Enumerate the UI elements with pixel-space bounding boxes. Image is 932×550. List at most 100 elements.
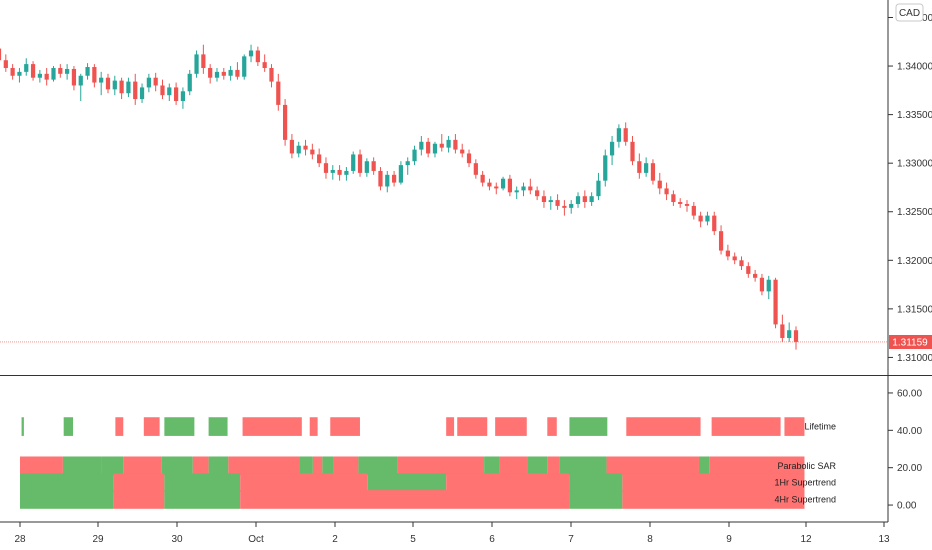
price-tick-label: 1.31500 — [897, 304, 932, 315]
indicator-labels: Lifetime Parabolic SAR 1Hr Supertrend 4Hr S… — [774, 422, 836, 505]
indicator-segment — [312, 456, 323, 476]
indicator-axis-ticks[interactable]: 60.00 40.00 20.00 0.00 — [888, 388, 922, 512]
indicator-segment — [569, 473, 623, 492]
candle-body — [412, 149, 417, 162]
candle — [616, 124, 622, 148]
candle — [426, 137, 431, 158]
indicator-segment — [208, 456, 229, 476]
candle-body — [112, 80, 117, 90]
candle-body — [126, 81, 131, 94]
candle-body — [214, 71, 220, 78]
time-tick-label: 7 — [568, 534, 574, 545]
candle-body — [351, 154, 356, 171]
candle-body — [739, 260, 744, 267]
indicator-row-label: 1Hr Supertrend — [774, 478, 836, 488]
candle-body — [201, 54, 206, 68]
candle-body — [657, 180, 662, 189]
candle — [282, 99, 288, 146]
candle-body — [725, 250, 730, 257]
candle — [759, 273, 765, 296]
indicator-segment — [299, 456, 313, 476]
candle — [214, 67, 220, 82]
candle — [480, 170, 485, 187]
indicator-segment — [123, 456, 162, 476]
candle-body — [487, 182, 492, 187]
last-price-badge: 1.31159 — [889, 334, 932, 349]
candle — [303, 139, 308, 156]
candle — [596, 172, 601, 201]
candle-body — [371, 161, 376, 171]
time-axis-ticks[interactable]: 28 29 30 Oct 2 5 6 7 8 9 12 13 — [14, 522, 890, 545]
candle-body — [582, 196, 587, 203]
candle — [276, 73, 281, 111]
candle-body — [753, 273, 758, 278]
indicator-segment — [164, 490, 241, 509]
candle — [208, 64, 213, 84]
candle-body — [139, 87, 145, 100]
candle — [541, 190, 547, 208]
candle-body — [391, 174, 397, 183]
indicator-segment — [559, 456, 607, 476]
candle-body — [787, 330, 792, 339]
currency-badge[interactable]: CAD — [895, 3, 924, 22]
indicator-segment — [547, 456, 560, 476]
candle-body — [793, 330, 799, 342]
candle-body — [167, 87, 172, 96]
indicator-segment — [228, 456, 300, 476]
candle — [51, 66, 56, 82]
candle — [330, 165, 335, 180]
candle — [718, 225, 724, 255]
candle-body — [71, 68, 77, 86]
candle — [460, 143, 465, 158]
time-tick-label: 12 — [800, 534, 812, 545]
indicator-segment — [242, 417, 302, 436]
candle-body — [780, 324, 785, 339]
candle-body — [562, 205, 567, 208]
candle — [609, 135, 615, 166]
candle-body — [746, 266, 751, 274]
price-tick-label: 1.32500 — [897, 207, 932, 218]
price-tick-label: 1.33500 — [897, 110, 932, 121]
candle-body — [766, 279, 771, 292]
candle-body — [480, 174, 485, 183]
candle-body — [262, 62, 267, 68]
candle-body — [426, 141, 431, 154]
candle — [317, 148, 322, 168]
candle — [153, 72, 158, 92]
candle-body — [514, 190, 519, 193]
candle — [575, 192, 581, 208]
candle — [310, 143, 315, 160]
indicator-segment — [499, 456, 528, 476]
time-tick-label: 29 — [92, 534, 104, 545]
candle — [582, 190, 587, 208]
candle — [255, 46, 260, 67]
candle — [398, 161, 404, 185]
candle-body — [310, 149, 315, 155]
indicator-segment — [143, 417, 160, 436]
candle — [99, 71, 104, 96]
price-axis-ticks[interactable]: 1.31000 1.31500 1.32000 1.32500 1.33000 1.335… — [888, 13, 932, 364]
candle — [773, 277, 778, 329]
candle — [194, 50, 199, 78]
indicator-segment — [113, 490, 165, 509]
candle — [419, 135, 424, 156]
indicator-segment — [240, 473, 368, 492]
candle-body — [242, 56, 247, 77]
candle — [650, 159, 656, 185]
candle — [173, 82, 179, 105]
candle — [44, 67, 49, 86]
candle — [201, 44, 206, 74]
candle — [698, 211, 703, 228]
candle — [30, 61, 36, 81]
candle — [562, 200, 567, 216]
candle — [793, 326, 799, 350]
candle-body — [616, 128, 622, 142]
candle-body — [684, 203, 690, 206]
indicator-tick-label: 40.00 — [897, 426, 922, 437]
candle-body — [521, 186, 526, 191]
candle-body — [0, 48, 2, 61]
candle — [691, 202, 696, 220]
candle-body — [37, 73, 42, 78]
candle — [725, 244, 730, 261]
candle — [269, 64, 274, 88]
